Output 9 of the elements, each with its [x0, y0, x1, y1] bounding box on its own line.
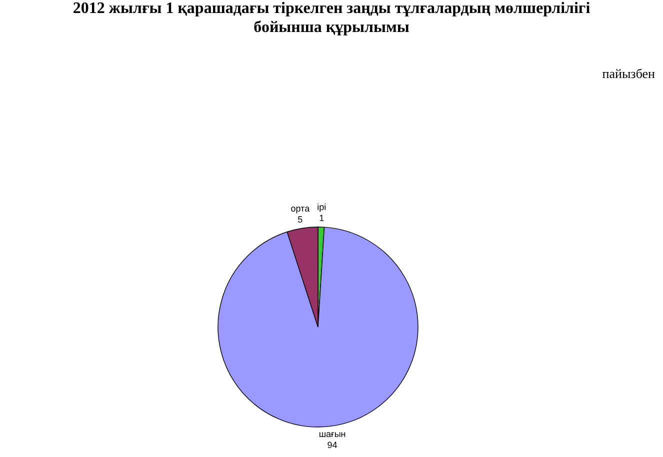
- slice-label: ірі: [317, 202, 326, 212]
- slice-label: шағын: [318, 429, 346, 440]
- chart-title: 2012 жылғы 1 қарашадағы тіркелген заңды тұлғалардың мөлшерлілігі бойынша құрылымы: [72, 0, 591, 36]
- data-label: 1: [319, 213, 324, 224]
- data-label: 94: [327, 440, 338, 450]
- pie-slice: [218, 226, 418, 428]
- slice-label: орта: [290, 203, 310, 214]
- text: пайызбен: [602, 66, 656, 81]
- data-label: 5: [298, 214, 303, 224]
